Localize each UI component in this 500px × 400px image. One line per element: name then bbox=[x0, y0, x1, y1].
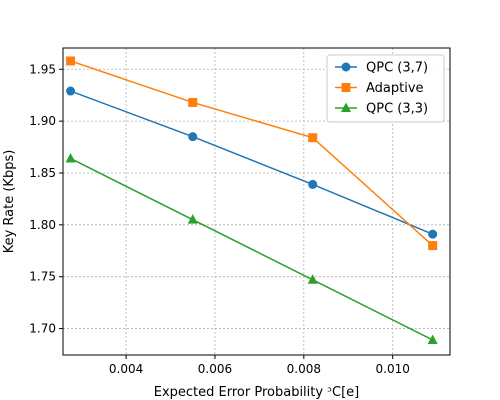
y-tick-label: 1.95 bbox=[29, 62, 56, 76]
plot-frame bbox=[62, 47, 451, 356]
series-1 bbox=[66, 56, 438, 251]
x-tick-label: 0.006 bbox=[198, 362, 232, 376]
legend-box bbox=[326, 54, 445, 123]
data-point bbox=[428, 229, 438, 239]
data-point bbox=[65, 152, 76, 163]
y-axis: 1.70 1.75 1.80 1.85 1.90 1.95 bbox=[29, 62, 63, 336]
legend-marker bbox=[341, 102, 351, 112]
data-point bbox=[308, 179, 318, 189]
x-tick-label: 0.004 bbox=[109, 362, 143, 376]
legend-item: Adaptive bbox=[335, 81, 424, 96]
legend-label: QPC (3,7) bbox=[366, 61, 428, 76]
series-line bbox=[70, 157, 434, 341]
data-point bbox=[308, 133, 318, 143]
y-tick-label: 1.75 bbox=[29, 270, 56, 284]
data-point bbox=[307, 274, 318, 284]
y-tick-label: 1.85 bbox=[29, 166, 56, 180]
data-point bbox=[428, 241, 438, 251]
y-axis-label: Key Rate (Kbps) bbox=[2, 150, 17, 254]
legend-label: Adaptive bbox=[366, 81, 424, 96]
data-point bbox=[187, 214, 198, 224]
x-tick-label: 0.010 bbox=[376, 362, 410, 376]
x-axis: 0.004 0.006 0.008 0.010 bbox=[109, 355, 410, 376]
legend-item: QPC (3,7) bbox=[335, 61, 428, 76]
data-point bbox=[427, 334, 438, 344]
data-point bbox=[66, 56, 76, 66]
series-0 bbox=[66, 86, 438, 239]
data-point bbox=[188, 97, 198, 107]
series-layer bbox=[65, 56, 438, 344]
legend-label: QPC (3,3) bbox=[366, 102, 428, 117]
y-tick-label: 1.70 bbox=[29, 322, 56, 336]
series-line bbox=[70, 60, 434, 247]
series-2 bbox=[65, 152, 438, 344]
series-line bbox=[70, 90, 433, 235]
legend-item: QPC (3,3) bbox=[335, 102, 428, 117]
x-tick-label: 0.008 bbox=[287, 362, 321, 376]
legend-marker bbox=[341, 83, 351, 92]
y-tick-label: 1.90 bbox=[29, 114, 56, 128]
data-point bbox=[66, 86, 76, 96]
legend: QPC (3,7) Adaptive QPC (3,3) bbox=[326, 54, 445, 123]
y-tick-label: 1.80 bbox=[29, 218, 56, 232]
data-point bbox=[188, 132, 198, 142]
legend-marker bbox=[341, 62, 351, 72]
x-axis-label: Expected Error Probability ᵓC[e] bbox=[154, 385, 360, 400]
